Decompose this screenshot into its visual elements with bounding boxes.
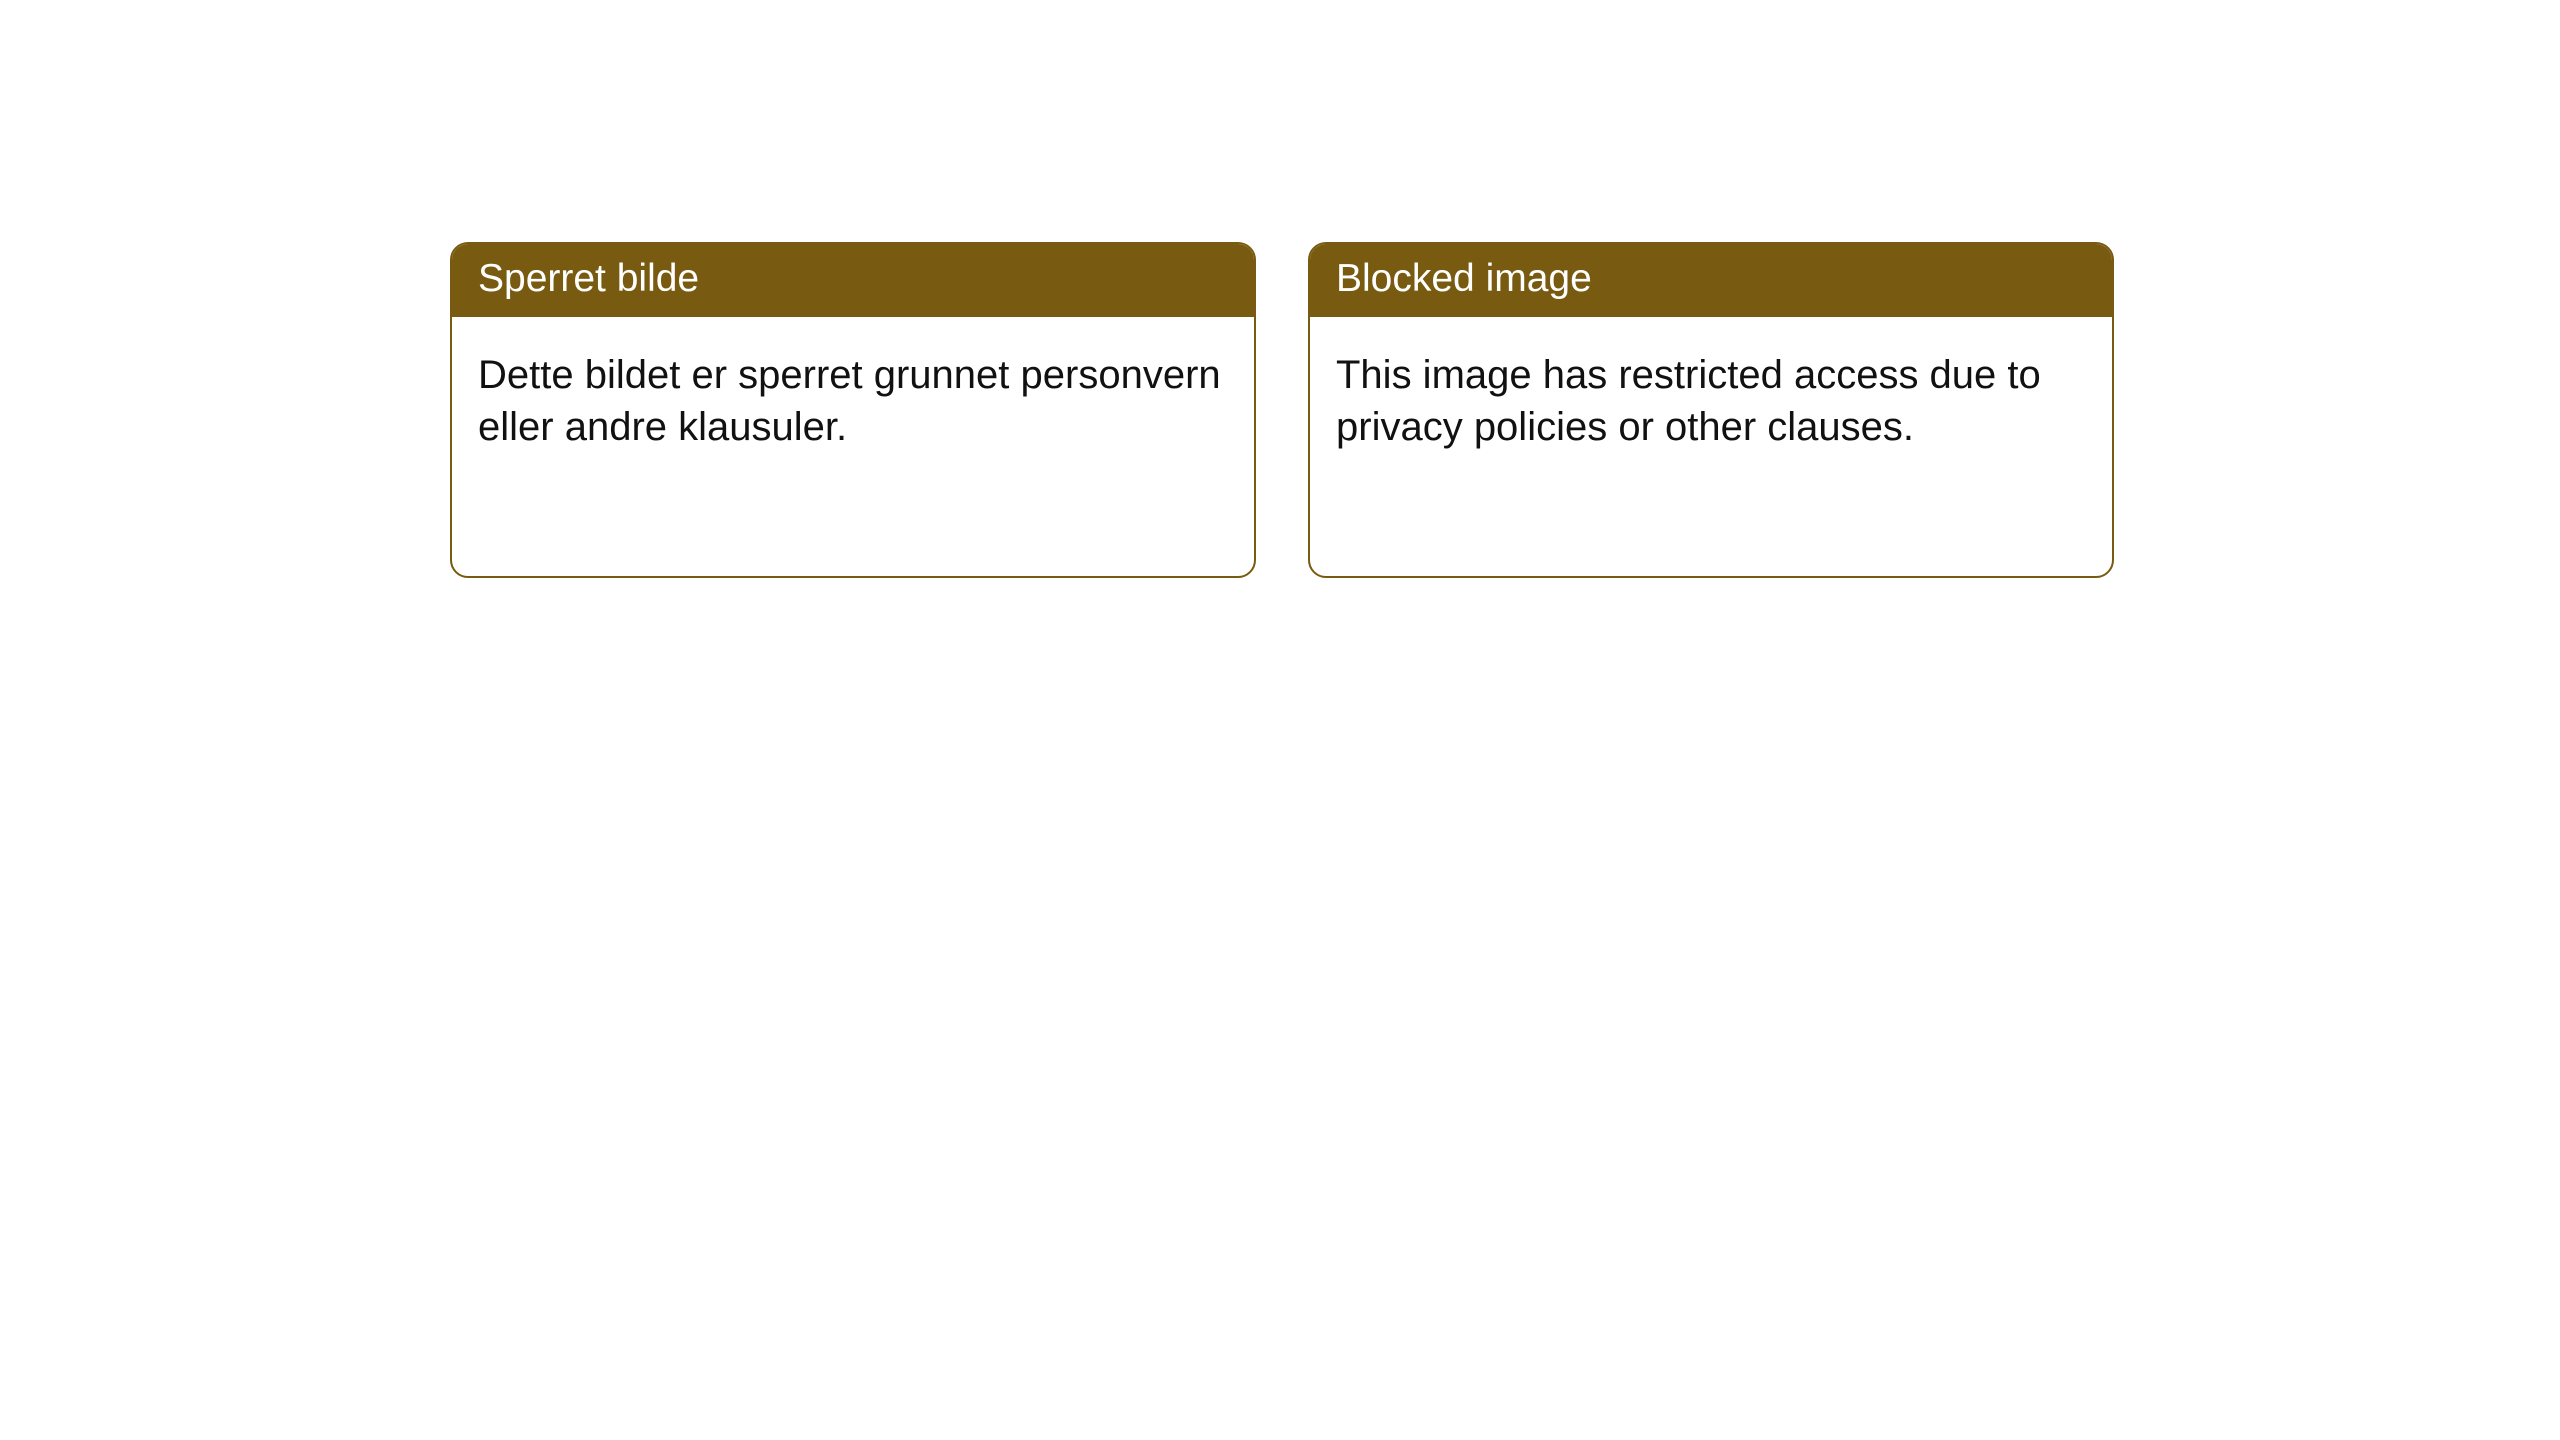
notice-box-norwegian: Sperret bilde Dette bildet er sperret gr…	[450, 242, 1256, 578]
notice-body: Dette bildet er sperret grunnet personve…	[452, 317, 1254, 487]
notice-box-english: Blocked image This image has restricted …	[1308, 242, 2114, 578]
notice-container: Sperret bilde Dette bildet er sperret gr…	[0, 0, 2560, 578]
notice-body: This image has restricted access due to …	[1310, 317, 2112, 487]
notice-title: Blocked image	[1310, 244, 2112, 317]
notice-title: Sperret bilde	[452, 244, 1254, 317]
